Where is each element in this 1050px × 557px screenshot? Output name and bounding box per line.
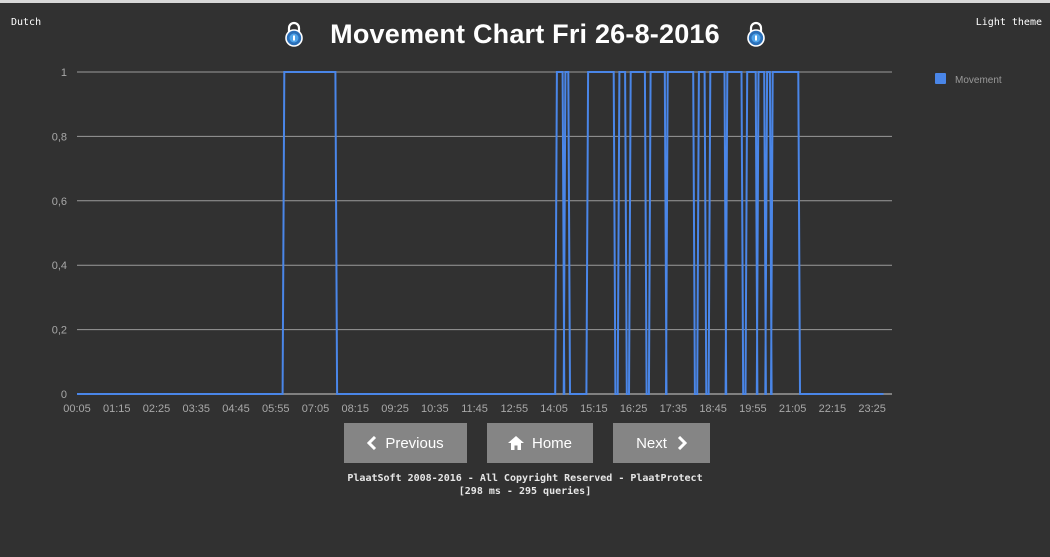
next-button[interactable]: Next (613, 423, 710, 463)
y-tick-label: 0,6 (52, 196, 67, 208)
footer: PlaatSoft 2008-2016 - All Copyright Rese… (0, 472, 1050, 498)
previous-label: Previous (385, 434, 444, 452)
home-label: Home (531, 434, 572, 452)
x-tick-label: 04:45 (222, 403, 250, 415)
footer-copyright: PlaatSoft 2008-2016 - All Copyright Rese… (347, 473, 703, 484)
lock-icon[interactable] (284, 21, 304, 47)
x-tick-label: 10:35 (421, 403, 449, 415)
x-tick-label: 00:05 (63, 403, 91, 415)
legend-label: Movement (955, 75, 1002, 86)
x-tick-label: 15:15 (580, 403, 608, 415)
x-tick-label: 07:05 (302, 403, 330, 415)
x-axis: 00:05 01:15 02:25 03:35 04:45 05:55 07:05 08:15… (63, 403, 886, 415)
language-link[interactable]: Dutch (11, 17, 42, 28)
home-icon (507, 436, 524, 450)
chevron-right-icon (677, 436, 687, 450)
y-tick-label: 0,8 (52, 131, 67, 143)
x-tick-label: 05:55 (262, 403, 290, 415)
x-tick-label: 08:15 (342, 403, 370, 415)
x-tick-label: 17:35 (660, 403, 688, 415)
x-tick-label: 01:15 (103, 403, 131, 415)
x-tick-label: 23:25 (858, 403, 886, 415)
home-button[interactable]: Home (487, 423, 593, 463)
footer-stats: [298 ms - 295 queries] (458, 486, 592, 497)
x-tick-label: 11:45 (461, 403, 488, 415)
x-tick-label: 09:25 (381, 403, 409, 415)
x-tick-label: 14:05 (540, 403, 568, 415)
x-tick-label: 22:15 (819, 403, 847, 415)
x-tick-label: 19:55 (739, 403, 767, 415)
previous-button[interactable]: Previous (344, 423, 467, 463)
page-title: Movement Chart Fri 26-8-2016 (330, 18, 720, 49)
x-tick-label: 21:05 (779, 403, 807, 415)
chart-legend[interactable]: Movement (935, 73, 1002, 86)
y-tick-label: 0,2 (52, 325, 67, 337)
top-border (0, 0, 1050, 3)
title-row: Movement Chart Fri 26-8-2016 (0, 16, 1050, 52)
x-tick-label: 12:55 (501, 403, 529, 415)
lock-icon[interactable] (746, 21, 766, 47)
y-tick-label: 0,4 (52, 260, 67, 272)
x-tick-label: 16:25 (620, 403, 648, 415)
y-tick-label: 0 (61, 389, 67, 401)
chevron-left-icon (367, 436, 377, 450)
y-tick-label: 1 (61, 67, 67, 79)
y-axis: 0 0,2 0,4 0,6 0,8 1 (52, 67, 67, 401)
series-line-movement (77, 71, 884, 395)
x-tick-label: 03:35 (183, 403, 211, 415)
x-tick-label: 18:45 (699, 403, 727, 415)
movement-chart: 0 0,2 0,4 0,6 0,8 1 00:05 01:15 02:25 03:35 04:45… (52, 67, 1002, 415)
theme-toggle-link[interactable]: Light theme (975, 17, 1042, 28)
next-label: Next (636, 434, 667, 452)
series-layer (77, 71, 884, 395)
legend-swatch (935, 73, 946, 84)
x-tick-label: 02:25 (143, 403, 171, 415)
